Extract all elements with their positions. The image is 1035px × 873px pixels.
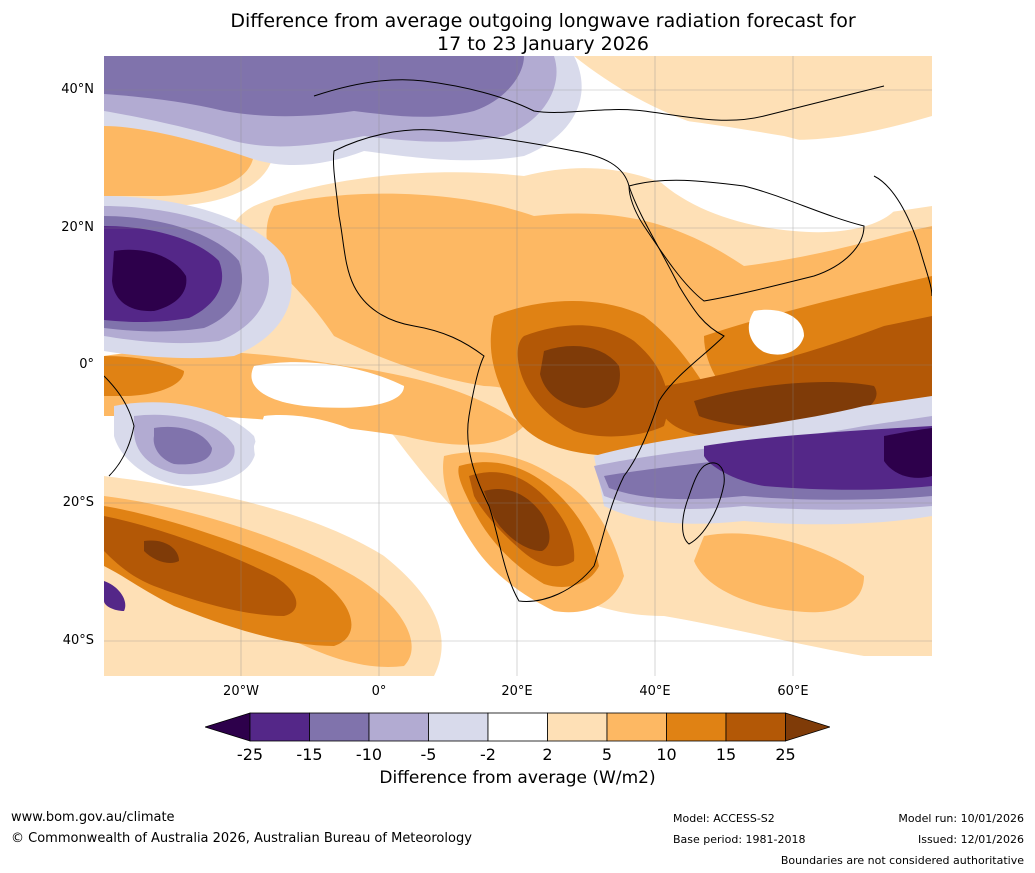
coastlines	[104, 79, 932, 602]
anomaly-region-darkest-brown-congo	[540, 346, 620, 408]
colorbar-segment-7	[606, 712, 667, 742]
lon-label-60e: 60°E	[777, 684, 809, 699]
colorbar-tick: -10	[355, 745, 383, 764]
anomaly-region-dark-orange-atlantic	[104, 356, 184, 396]
lat-label-40n: 40°N	[61, 82, 94, 97]
africa-coastline	[332, 129, 725, 602]
colorbar	[205, 712, 830, 742]
anomaly-region-orange-madagascar-east	[694, 533, 864, 613]
lon-label-40e: 40°E	[639, 684, 671, 699]
madagascar-coastline	[682, 462, 725, 545]
model-name: Model: ACCESS-S2	[673, 812, 775, 825]
anomaly-region-medium-purple-south-atlantic	[153, 426, 212, 465]
colorbar-segment-4	[428, 712, 489, 742]
anomaly-region-deep-purple-mozambique	[704, 426, 932, 490]
neutral-region-south-atlantic	[254, 415, 396, 506]
title-line-2: 17 to 23 January 2026	[437, 33, 649, 55]
anomaly-region-medium-purple-mediterranean	[104, 56, 524, 117]
chart-title: Difference from average outgoing longwav…	[0, 10, 1035, 56]
graticule	[104, 56, 932, 676]
colorbar-segment-3	[368, 712, 429, 742]
colorbar-tick: 25	[775, 745, 796, 764]
lat-label-20s: 20°S	[62, 495, 94, 510]
colorbar-tick: 15	[715, 745, 737, 764]
anomaly-region-darkest-brown-southwest	[144, 540, 179, 563]
boundaries-disclaimer: Boundaries are not considered authoritat…	[780, 854, 1024, 867]
arabian-peninsula-coastline	[628, 179, 865, 302]
model-run-date: Model run: 10/01/2026	[898, 812, 1024, 825]
neutral-region-atlantic	[251, 362, 404, 408]
lat-label-20n: 20°N	[61, 220, 94, 235]
lon-label-20e: 20°E	[501, 684, 533, 699]
neutral-region-north-africa	[623, 116, 904, 233]
colorbar-segment-9	[725, 712, 786, 742]
anomaly-region-darkest-purple-west-africa	[112, 249, 187, 312]
base-period: Base period: 1981-2018	[673, 833, 806, 846]
anomaly-region-light-orange-north	[574, 56, 932, 140]
colorbar-tick: -25	[236, 745, 264, 764]
lon-label-20w: 20°W	[223, 684, 259, 699]
colorbar-tick: -15	[296, 745, 323, 764]
colorbar-label: Difference from average (W/m2)	[379, 768, 656, 788]
lon-label-0: 0°	[371, 684, 387, 699]
map-svg	[104, 56, 932, 676]
colorbar-tick: 10	[656, 745, 677, 764]
olr-anomaly-map	[104, 56, 932, 676]
colorbar-segment-5	[487, 712, 548, 742]
europe-coastline	[313, 79, 885, 121]
colorbar-segment-2	[309, 712, 370, 742]
anomaly-region-darkest-purple-mozambique	[884, 428, 932, 478]
colorbar-tick: 5	[601, 745, 613, 764]
anomaly-region-deep-purple-southwest	[104, 581, 126, 611]
website-link[interactable]: www.bom.gov.au/climate	[11, 810, 175, 825]
colorbar-extend-low	[205, 712, 251, 742]
colorbar-segment-1	[249, 712, 310, 742]
colorbar-segment-6	[547, 712, 608, 742]
colorbar-tick: -2	[480, 745, 496, 764]
neutral-region-arabian-sea-eddy	[748, 309, 804, 355]
copyright: © Commonwealth of Australia 2026, Austra…	[11, 831, 472, 846]
lat-label-equator: 0°	[79, 357, 94, 372]
india-coastline	[873, 175, 932, 297]
issued-date: Issued: 12/01/2026	[917, 833, 1024, 846]
colorbar-tick: -5	[420, 745, 437, 764]
lat-label-40s: 40°S	[62, 633, 94, 648]
colorbar-segment-8	[666, 712, 727, 742]
colorbar-extend-high	[785, 712, 830, 742]
colorbar-tick: 2	[542, 745, 553, 764]
south-america-coastline	[104, 375, 135, 477]
title-line-1: Difference from average outgoing longwav…	[230, 10, 856, 32]
